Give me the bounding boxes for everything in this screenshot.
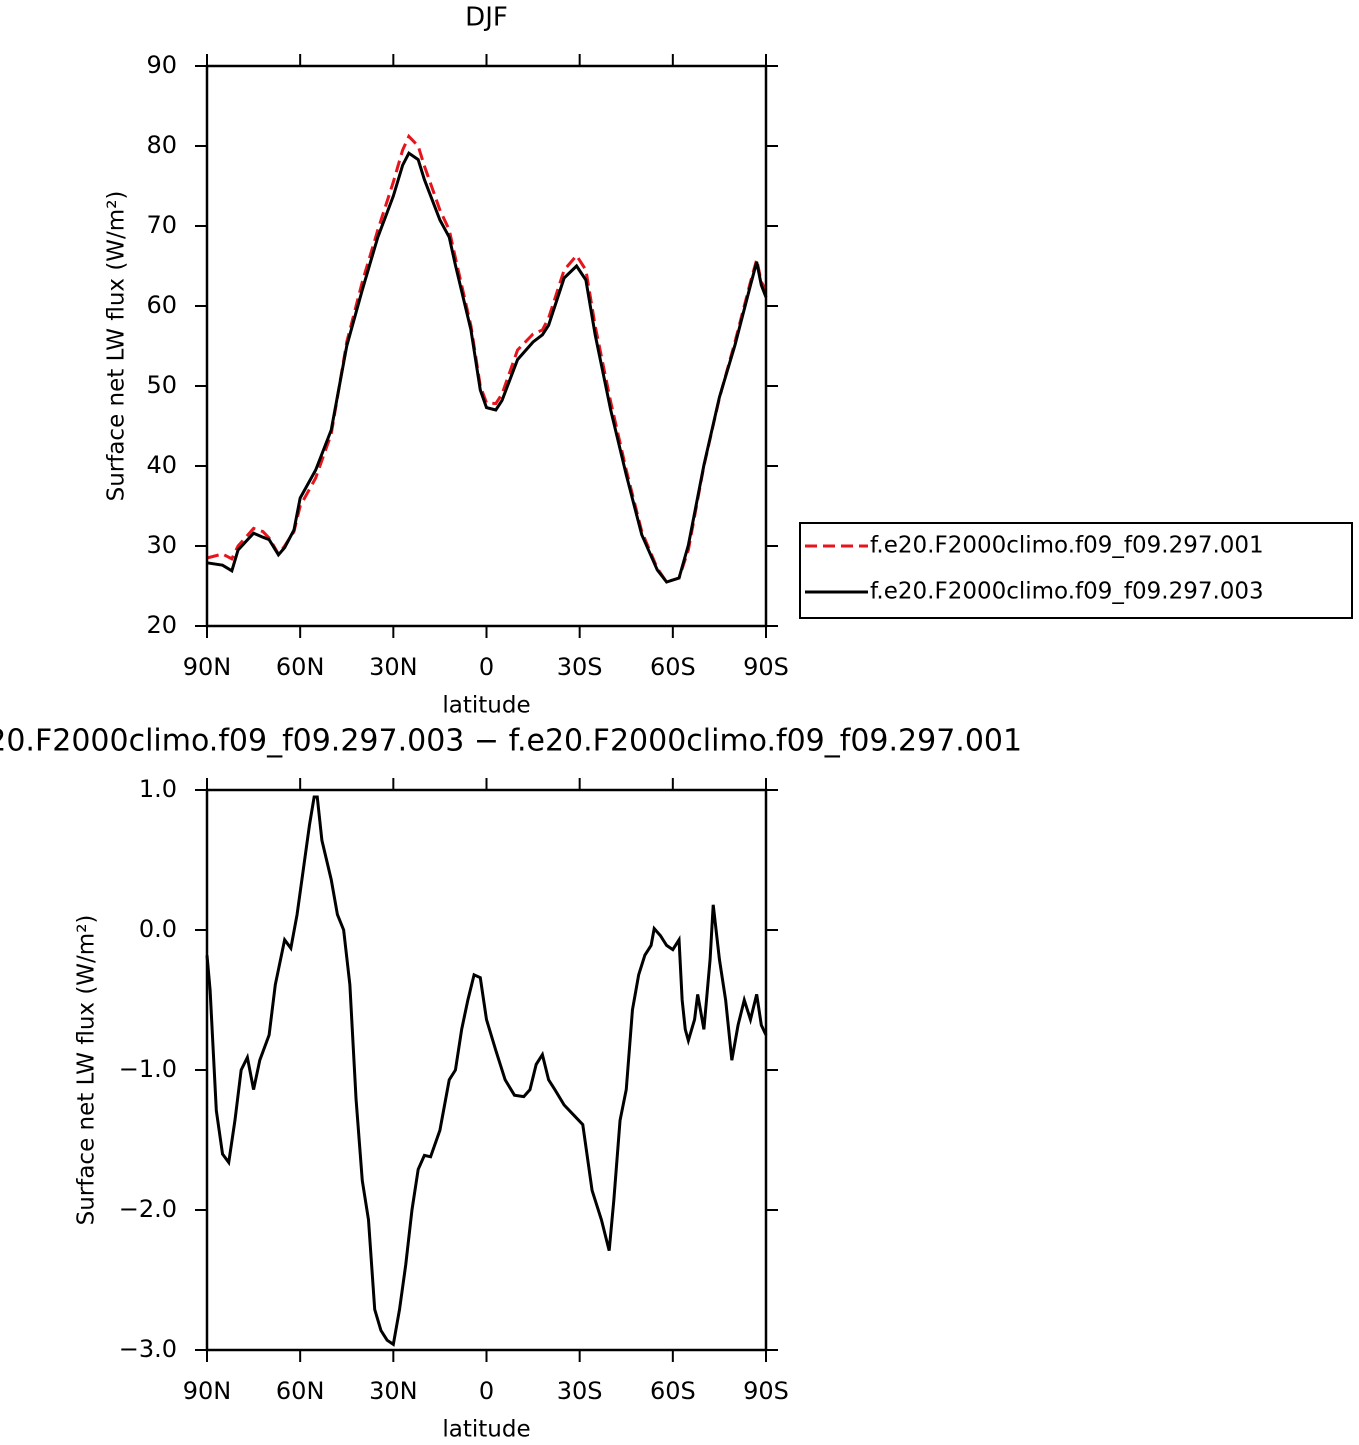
x-tick-label: 30N: [369, 653, 418, 681]
legend-box: [799, 522, 1353, 619]
y-tick-label: 90: [146, 51, 177, 79]
x-tick-label: 60N: [276, 653, 325, 681]
x-tick-label: 60S: [650, 1377, 696, 1405]
y-tick-label: 1.0: [139, 775, 177, 803]
y-tick-label: 50: [146, 371, 177, 399]
legend-label: f.e20.F2000climo.f09_f09.297.001: [870, 533, 1264, 559]
chart-title: DJF: [465, 3, 508, 33]
data-line: [206, 133, 768, 584]
chart-title: f.e20.F2000climo.f09_f09.297.003 − f.e20…: [0, 724, 1022, 759]
x-tick-label: 30S: [557, 653, 603, 681]
x-tick-label: 90S: [743, 1377, 789, 1405]
legend-label: f.e20.F2000climo.f09_f09.297.003: [870, 579, 1264, 605]
x-tick-label: 30S: [557, 1377, 603, 1405]
y-tick-label: 70: [146, 211, 177, 239]
y-tick-label: 0.0: [139, 915, 177, 943]
x-axis-label: latitude: [442, 693, 530, 719]
y-tick-label: 60: [146, 291, 177, 319]
x-tick-label: 90N: [183, 653, 232, 681]
x-tick-label: 90N: [183, 1377, 232, 1405]
plot-frame: [205, 788, 768, 1352]
x-axis-label: latitude: [442, 1417, 530, 1443]
x-tick-label: 60N: [276, 1377, 325, 1405]
x-tick-label: 90S: [743, 653, 789, 681]
data-line: [206, 151, 768, 584]
y-tick-label: 20: [146, 611, 177, 639]
y-axis-label: Surface net LW flux (W/m²): [74, 915, 100, 1226]
x-tick-label: 60S: [650, 653, 696, 681]
x-tick-label: 30N: [369, 1377, 418, 1405]
y-tick-label: −2.0: [119, 1195, 177, 1223]
y-tick-label: −1.0: [119, 1055, 177, 1083]
x-tick-label: 0: [479, 1377, 494, 1405]
y-tick-label: 40: [146, 451, 177, 479]
data-line: [205, 795, 768, 1347]
x-tick-label: 0: [479, 653, 494, 681]
y-tick-label: 30: [146, 531, 177, 559]
plot-frame: [205, 64, 768, 628]
y-tick-label: −3.0: [119, 1335, 177, 1363]
y-axis-label: Surface net LW flux (W/m²): [104, 191, 130, 502]
y-tick-label: 80: [146, 131, 177, 159]
